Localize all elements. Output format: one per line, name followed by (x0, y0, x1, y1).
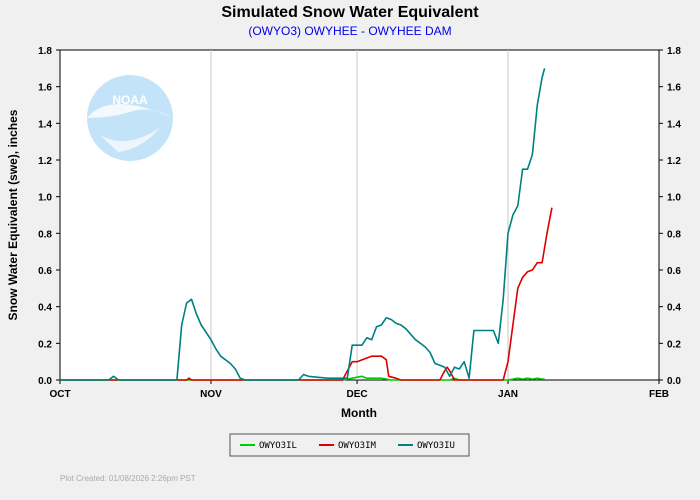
y-tick-label-left: 0.0 (38, 376, 52, 387)
y-tick-label-right: 1.0 (667, 193, 681, 204)
legend: OWYO3IL OWYO3IM OWYO3IU (229, 433, 470, 457)
plot-created-footer: Plot Created: 01/08/2026 2:26pm PST (60, 474, 196, 483)
y-tick-label-left: 0.2 (38, 339, 52, 350)
y-tick-label-left: 1.2 (38, 156, 52, 167)
y-tick-label-left: 0.8 (38, 229, 52, 240)
y-tick-label-right: 1.4 (667, 119, 681, 130)
y-axis-left: 0.0 0.2 0.4 0.6 0.8 1.0 1.2 1.4 1.6 1.8 (38, 46, 60, 387)
legend-label: OWYO3IL (259, 441, 297, 451)
legend-label: OWYO3IU (417, 441, 455, 451)
plot-area (59, 49, 660, 381)
noaa-logo-text: NOAA (112, 93, 148, 107)
x-tick-label: DEC (347, 389, 368, 400)
y-tick-label-left: 0.6 (38, 266, 52, 277)
series-line-owyo3im (60, 207, 553, 381)
y-axis-label: Snow Water Equivalent (swe), inches (6, 109, 20, 320)
y-tick-label-right: 1.2 (667, 156, 681, 167)
x-axis-label: Month (341, 406, 377, 420)
x-tick-label: FEB (649, 389, 669, 400)
chart-subtitle: (OWYO3) OWYHEE - OWYHEE DAM (248, 24, 451, 38)
y-tick-label-right: 0.4 (667, 303, 681, 314)
series-lines (60, 68, 553, 381)
y-tick-label-left: 1.4 (38, 119, 52, 130)
y-tick-label-right: 0.0 (667, 376, 681, 387)
noaa-logo: NOAA (87, 75, 173, 161)
legend-label: OWYO3IM (338, 441, 377, 451)
x-tick-label: OCT (49, 389, 70, 400)
y-tick-label-left: 1.8 (38, 46, 52, 57)
y-axis-right: 0.0 0.2 0.4 0.6 0.8 1.0 1.2 1.4 1.6 1.8 (659, 46, 681, 387)
y-tick-label-right: 1.8 (667, 46, 681, 57)
x-tick-label: NOV (200, 389, 222, 400)
legend-box (229, 433, 470, 457)
chart-title: Simulated Snow Water Equivalent (221, 4, 479, 21)
y-tick-label-left: 1.6 (38, 83, 52, 94)
x-axis: OCT NOV DEC JAN FEB (49, 380, 669, 400)
grid (210, 50, 509, 380)
y-tick-label-right: 0.8 (667, 229, 681, 240)
y-tick-label-right: 1.6 (667, 83, 681, 94)
y-tick-label-right: 0.6 (667, 266, 681, 277)
y-tick-label-left: 1.0 (38, 193, 52, 204)
y-tick-label-left: 0.4 (38, 303, 52, 314)
x-tick-label: JAN (498, 389, 518, 400)
y-tick-label-right: 0.2 (667, 339, 681, 350)
series-line-owyo3iu (60, 68, 546, 381)
